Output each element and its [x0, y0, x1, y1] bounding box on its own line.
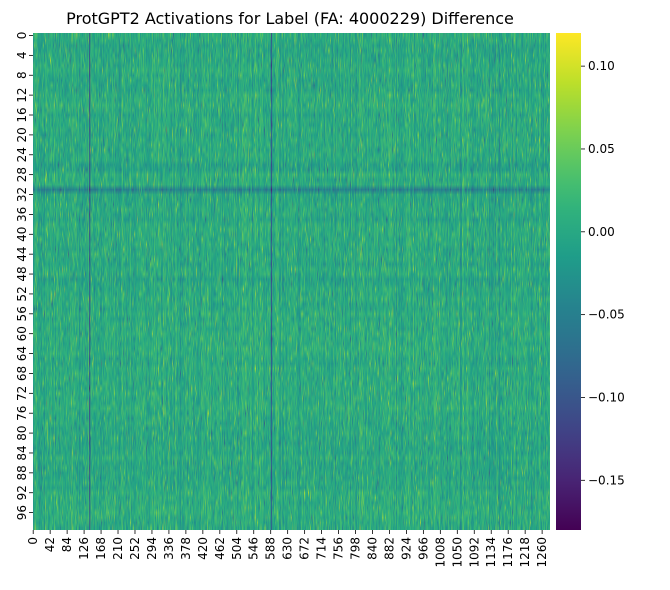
- colorbar-tick-label: 0.05: [588, 142, 615, 156]
- colorbar-tick-label: −0.05: [588, 308, 625, 322]
- x-tick-label: 546: [247, 537, 261, 560]
- heatmap-cell-image: [33, 33, 550, 530]
- y-tick-label: 56: [15, 306, 29, 321]
- y-tick-label: 64: [15, 346, 29, 361]
- y-axis: 0481216202428323640444852566064687276808…: [15, 32, 33, 520]
- x-tick-label: 798: [349, 537, 363, 560]
- x-tick-label: 168: [94, 537, 108, 560]
- colorbar-tick-label: −0.10: [588, 390, 625, 404]
- y-tick-label: 0: [15, 32, 29, 40]
- x-tick-label: 252: [128, 537, 142, 560]
- y-tick-label: 40: [15, 227, 29, 242]
- y-tick-label: 48: [15, 266, 29, 281]
- x-tick-label: 1260: [535, 537, 549, 568]
- x-tick-label: 1134: [484, 537, 498, 568]
- colorbar-tick-label: 0.00: [588, 225, 615, 239]
- x-tick-label: 1176: [501, 537, 515, 568]
- x-tick-label: 1008: [433, 537, 447, 568]
- y-tick-label: 36: [15, 207, 29, 222]
- y-tick-label: 12: [15, 87, 29, 102]
- x-tick-label: 588: [264, 537, 278, 560]
- x-tick-label: 42: [43, 537, 57, 552]
- y-tick-label: 20: [15, 127, 29, 142]
- x-tick-label: 420: [196, 537, 210, 560]
- y-tick-label: 92: [15, 485, 29, 500]
- y-tick-label: 84: [15, 445, 29, 460]
- x-axis: 0 42 84 126 168 210 252 294 336 378 420 462 504 546 58…: [26, 530, 549, 568]
- x-tick-label: 336: [162, 537, 176, 560]
- y-tick-label: 60: [15, 326, 29, 341]
- x-tick-label: 840: [365, 537, 379, 560]
- x-tick-label: 504: [230, 537, 244, 560]
- y-tick-label: 96: [15, 505, 29, 520]
- x-tick-label: 210: [111, 537, 125, 560]
- y-tick-label: 72: [15, 386, 29, 401]
- colorbar-tick-label: 0.10: [588, 59, 615, 73]
- colorbar-tick-label: −0.15: [588, 473, 625, 487]
- x-tick-label: 1092: [467, 537, 481, 568]
- heatmap-cells: [33, 33, 550, 530]
- x-tick-label: 462: [213, 537, 227, 560]
- colorbar: [556, 33, 581, 530]
- y-tick-label: 68: [15, 366, 29, 381]
- y-tick-label: 88: [15, 465, 29, 480]
- x-tick-label: 966: [416, 537, 430, 560]
- x-tick-label: 924: [399, 537, 413, 560]
- colorbar-axis: −0.15 −0.10 −0.05 0.00 0.05 0.10: [581, 59, 625, 487]
- x-tick-label: 756: [332, 537, 346, 560]
- x-tick-label: 126: [77, 537, 91, 560]
- y-tick-label: 28: [15, 167, 29, 182]
- y-tick-label: 8: [15, 71, 29, 79]
- colorbar-gradient: [556, 33, 581, 530]
- x-tick-label: 630: [281, 537, 295, 560]
- x-tick-label: 0: [26, 537, 40, 545]
- x-tick-label: 1050: [450, 537, 464, 568]
- x-tick-label: 672: [298, 537, 312, 560]
- y-tick-label: 44: [15, 247, 29, 262]
- x-tick-label: 378: [179, 537, 193, 560]
- y-tick-label: 80: [15, 425, 29, 440]
- y-tick-label: 4: [15, 52, 29, 60]
- x-tick-label: 882: [382, 537, 396, 560]
- y-tick-label: 52: [15, 286, 29, 301]
- x-tick-label: 84: [60, 537, 74, 552]
- chart-title: ProtGPT2 Activations for Label (FA: 4000…: [66, 9, 514, 28]
- y-tick-label: 16: [15, 107, 29, 122]
- x-tick-label: 1218: [518, 537, 532, 568]
- y-tick-label: 76: [15, 406, 29, 421]
- x-tick-label: 714: [315, 537, 329, 560]
- x-tick-label: 294: [145, 537, 159, 560]
- y-tick-label: 24: [15, 147, 29, 162]
- y-tick-label: 32: [15, 187, 29, 202]
